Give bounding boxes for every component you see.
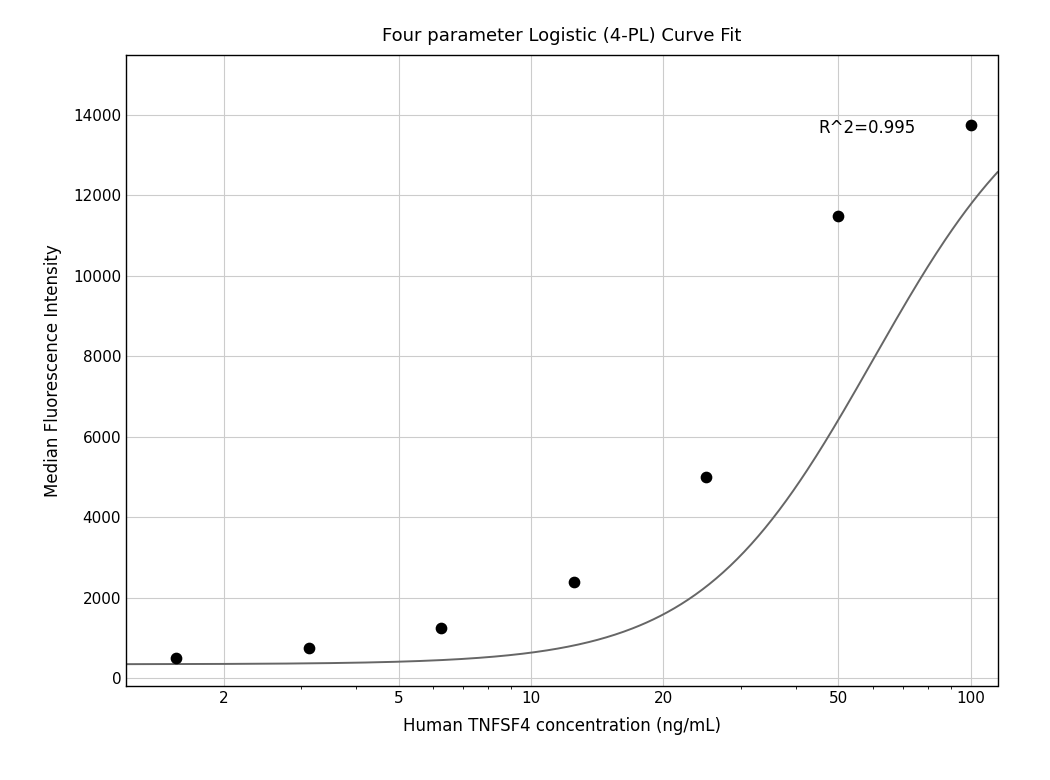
Point xyxy=(300,642,317,654)
Point xyxy=(830,209,846,222)
Text: R^2=0.995: R^2=0.995 xyxy=(818,119,916,137)
Point xyxy=(565,576,582,588)
Title: Four parameter Logistic (4-PL) Curve Fit: Four parameter Logistic (4-PL) Curve Fit xyxy=(382,27,741,44)
Y-axis label: Median Fluorescence Intensity: Median Fluorescence Intensity xyxy=(44,244,62,497)
Point xyxy=(963,119,980,131)
X-axis label: Human TNFSF4 concentration (ng/mL): Human TNFSF4 concentration (ng/mL) xyxy=(403,718,720,736)
Point xyxy=(168,652,185,665)
Point xyxy=(697,471,714,484)
Point xyxy=(433,622,449,634)
